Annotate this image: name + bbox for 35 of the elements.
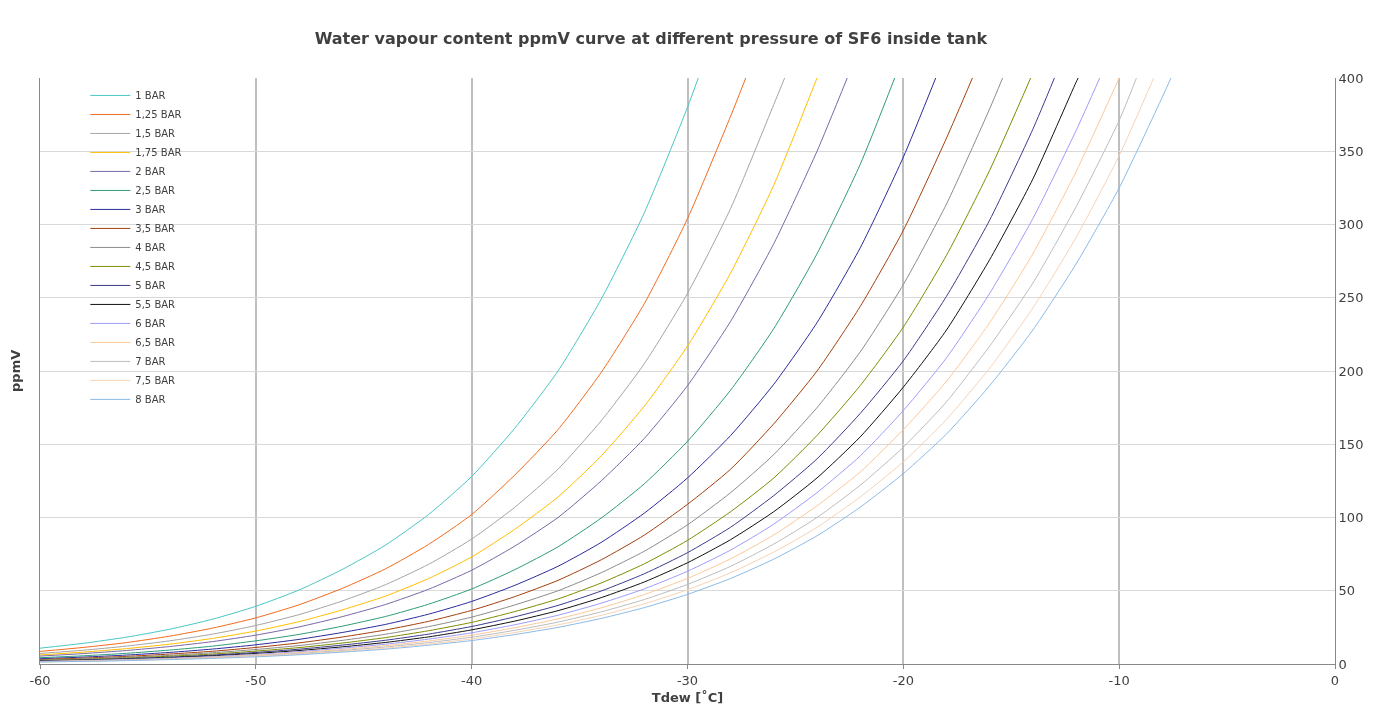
x-tick-label: -50 [245,672,267,688]
chart-title: Water vapour content ppmV curve at different pressure of SF6 inside tank [314,28,988,48]
legend-label: 4 BAR [135,242,166,254]
y-tick-label: 250 [1338,290,1364,306]
legend-label: 1 BAR [135,90,166,102]
y-tick-label: 100 [1338,510,1364,526]
y-tick-label: 400 [1338,70,1364,86]
x-tick-label: -10 [1108,672,1130,688]
legend-label: 5,5 BAR [135,299,176,311]
y-tick-label: 200 [1338,363,1364,379]
legend-label: 3,5 BAR [135,223,176,235]
x-tick-label: -30 [676,672,699,688]
legend-label: 6 BAR [135,318,166,330]
legend-label: 1,75 BAR [135,147,182,159]
y-axis-title: ppmV [7,349,23,392]
y-tick-label: 350 [1338,143,1364,159]
x-tick-label: -40 [461,672,483,688]
y-tick-label: 0 [1338,656,1347,672]
legend-label: 7,5 BAR [135,375,176,387]
legend-label: 7 BAR [135,356,166,368]
y-tick-label: 150 [1338,436,1364,452]
y-tick-label: 300 [1338,217,1364,233]
x-axis-title: Tdew [˚C] [651,690,724,706]
legend-label: 1,5 BAR [135,128,176,140]
legend-label: 5 BAR [135,280,166,292]
legend-label: 2 BAR [135,166,166,178]
legend-label: 6,5 BAR [135,337,176,349]
x-tick-label: -20 [892,672,914,688]
legend-label: 2,5 BAR [135,185,176,197]
legend-label: 4,5 BAR [135,261,176,273]
legend-label: 8 BAR [135,394,166,406]
legend-label: 1,25 BAR [135,109,182,121]
x-tick-label: -60 [29,672,51,688]
y-tick-label: 50 [1338,583,1356,599]
legend-label: 3 BAR [135,204,166,216]
